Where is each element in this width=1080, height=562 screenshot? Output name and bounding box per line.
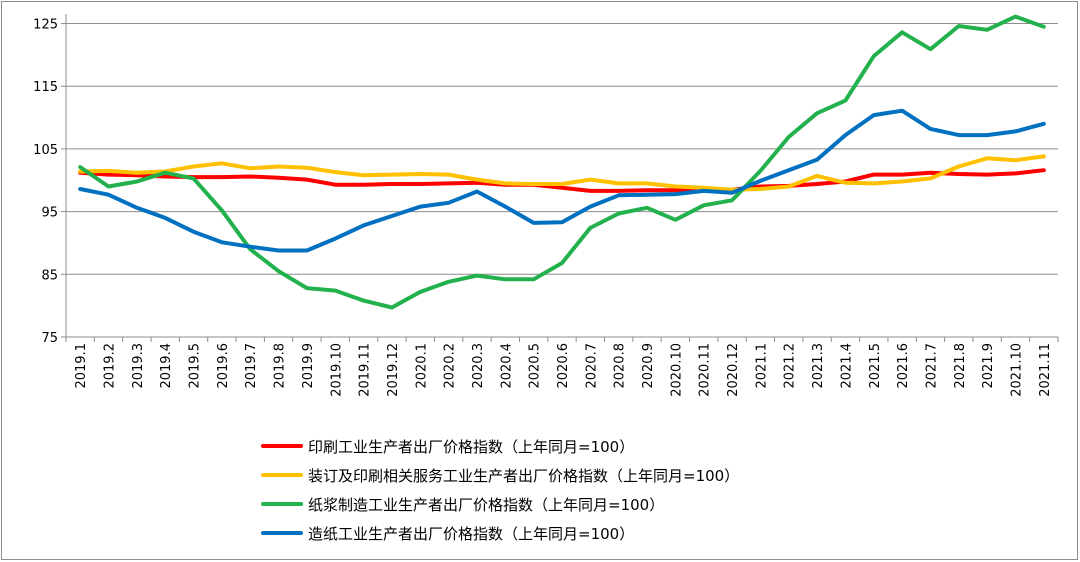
legend-label-3: 纸浆制造工业生产者出厂价格指数（上年同月=100） [308, 496, 664, 514]
x-tick-label: 2020.2 [443, 343, 458, 389]
x-tick-label: 2020.9 [641, 343, 656, 389]
x-tick-label: 2019.9 [301, 343, 316, 389]
legend-label-4: 造纸工业生产者出厂价格指数（上年同月=100） [308, 525, 634, 543]
x-tick-label: 2021.11 [1038, 343, 1053, 397]
series-lines [78, 14, 1046, 310]
x-tick-label: 2021.3 [811, 343, 826, 389]
y-tick-label: 85 [41, 268, 58, 283]
x-tick-label: 2021.10 [1009, 343, 1024, 397]
x-tick-label: 2019.8 [273, 343, 288, 389]
legend-label-2: 装订及印刷相关服务工业生产者出厂价格指数（上年同月=100） [308, 467, 739, 485]
x-tick-label: 2021.7 [924, 343, 939, 389]
legend-label-1: 印刷工业生产者出厂价格指数（上年同月=100） [308, 438, 634, 456]
series-line-2 [78, 154, 1046, 192]
x-tick-label: 2019.7 [244, 343, 259, 389]
y-tick-labels: 75 85 95 105 115 125 [33, 18, 58, 346]
y-tick-label: 95 [41, 206, 58, 221]
x-tick-label: 2019.4 [159, 343, 174, 389]
x-tick-label: 2020.4 [499, 343, 514, 389]
x-tick-label: 2019.2 [103, 343, 118, 389]
x-tick-label: 2021.5 [868, 343, 883, 389]
x-tick-label: 2020.12 [726, 343, 741, 397]
x-tick-label: 2020.7 [584, 343, 599, 389]
y-tick-label: 125 [33, 18, 58, 33]
x-tick-label: 2020.6 [556, 343, 571, 389]
legend: 印刷工业生产者出厂价格指数（上年同月=100） 装订及印刷相关服务工业生产者出厂价… [261, 438, 739, 543]
x-tick-label: 2021.6 [896, 343, 911, 389]
x-tick-label: 2019.6 [216, 343, 231, 389]
gridlines [66, 23, 1058, 275]
x-tick-label: 2021.1 [754, 343, 769, 389]
x-tick-label: 2020.10 [669, 343, 684, 397]
axes [61, 14, 1059, 342]
series-line-1 [78, 168, 1046, 193]
x-tick-label: 2021.2 [783, 343, 798, 389]
x-tick-label: 2019.10 [329, 343, 344, 397]
x-tick-label: 2019.11 [358, 343, 373, 397]
x-tick-label: 2019.1 [74, 343, 89, 389]
x-tick-label: 2020.5 [528, 343, 543, 389]
x-tick-label: 2021.9 [981, 343, 996, 389]
x-tick-label: 2019.5 [188, 343, 203, 389]
x-tick-label: 2021.8 [953, 343, 968, 389]
y-tick-label: 115 [33, 80, 58, 95]
series-line-3 [78, 14, 1046, 310]
x-tick-label: 2020.11 [698, 343, 713, 397]
series-line-4 [78, 108, 1046, 253]
y-tick-label: 75 [41, 331, 58, 346]
y-tick-label: 105 [33, 143, 58, 158]
x-tick-labels: 2019.1 2019.2 2019.3 2019.4 2019.5 2019.6 2019… [74, 343, 1053, 397]
x-tick-label: 2019.12 [386, 343, 401, 397]
x-tick-label: 2020.1 [414, 343, 429, 389]
x-tick-label: 2019.3 [131, 343, 146, 389]
x-tick-label: 2021.4 [839, 343, 854, 389]
x-tick-label: 2020.3 [471, 343, 486, 389]
x-tick-label: 2020.8 [613, 343, 628, 389]
